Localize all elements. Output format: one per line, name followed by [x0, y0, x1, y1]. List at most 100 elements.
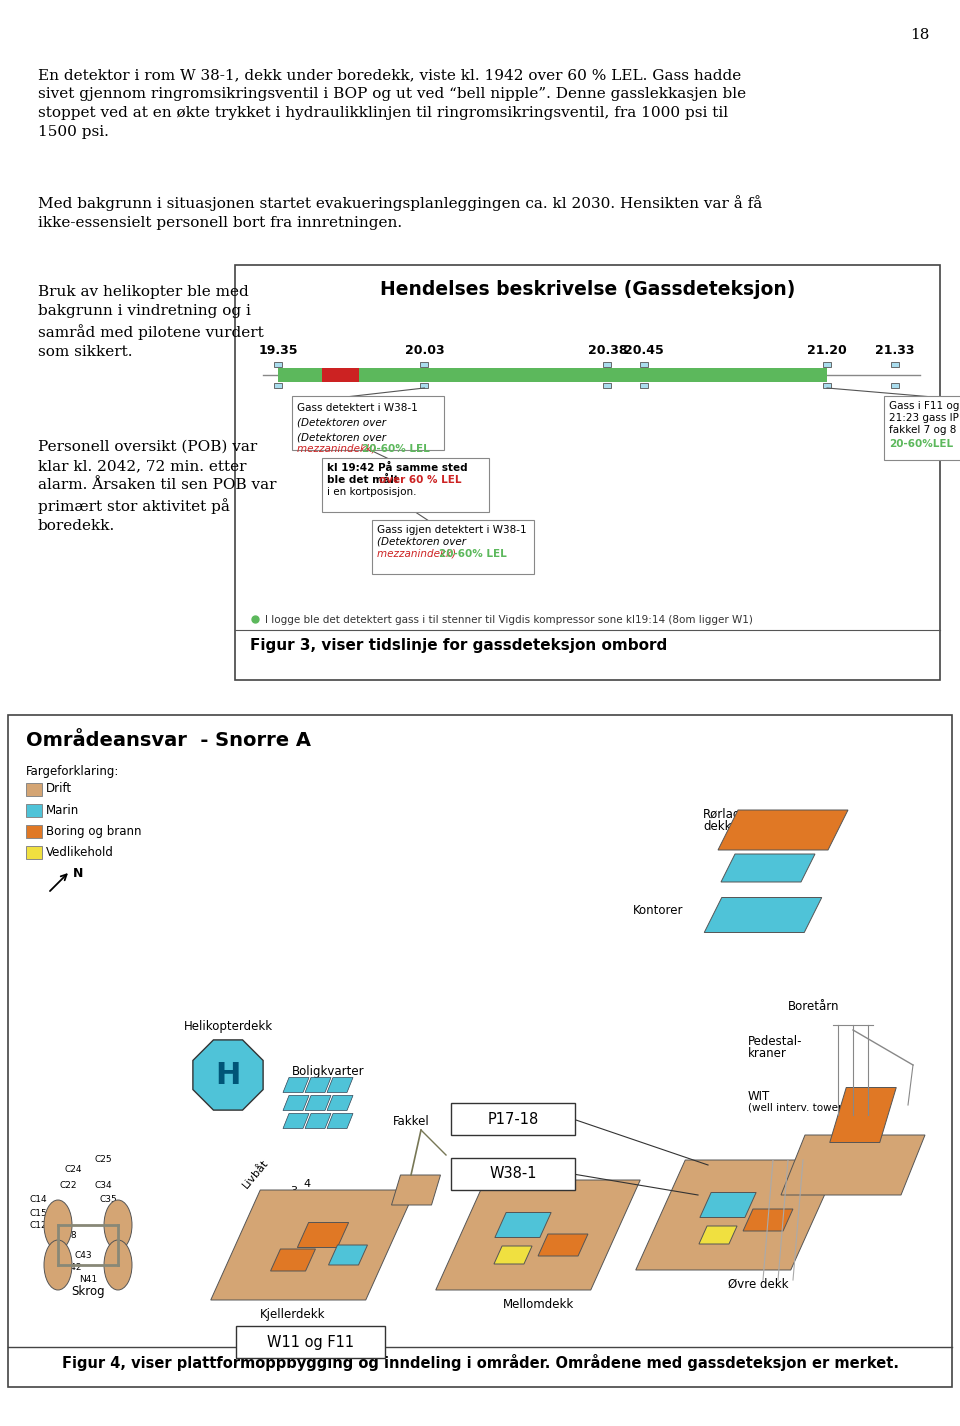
Text: 20-60% LEL: 20-60% LEL	[439, 549, 507, 559]
Ellipse shape	[44, 1201, 72, 1251]
Polygon shape	[298, 1222, 348, 1248]
Text: i en kortposisjon.: i en kortposisjon.	[327, 488, 417, 498]
Bar	[604, 384, 612, 388]
Text: WIT: WIT	[748, 1089, 770, 1102]
Text: Fakkel: Fakkel	[393, 1115, 429, 1128]
Text: Kjellerdekk: Kjellerdekk	[260, 1308, 325, 1320]
Text: over 60 % LEL: over 60 % LEL	[379, 475, 462, 485]
Text: P17-18: P17-18	[488, 1111, 539, 1127]
Text: 2: 2	[277, 1194, 284, 1204]
Ellipse shape	[104, 1201, 132, 1251]
Polygon shape	[436, 1179, 640, 1291]
Text: Gass detektert i W38-1: Gass detektert i W38-1	[297, 404, 418, 414]
Text: N41: N41	[79, 1275, 97, 1285]
Polygon shape	[705, 897, 822, 933]
Text: C12: C12	[29, 1222, 47, 1231]
Text: 4: 4	[303, 1179, 311, 1189]
Polygon shape	[283, 1078, 309, 1092]
Text: Områdeansvar  - Snorre A: Områdeansvar - Snorre A	[26, 732, 311, 750]
Text: 21.20: 21.20	[807, 344, 847, 356]
Text: Bruk av helikopter ble med
bakgrunn i vindretning og i
samråd med pilotene vurde: Bruk av helikopter ble med bakgrunn i vi…	[38, 285, 264, 358]
Text: 21.33: 21.33	[876, 344, 915, 356]
Text: 21:23 gass IP 8rett under: 21:23 gass IP 8rett under	[889, 414, 960, 424]
Polygon shape	[494, 1212, 551, 1238]
Text: Kontorer: Kontorer	[633, 904, 684, 917]
Polygon shape	[829, 1088, 897, 1142]
Bar	[26, 783, 42, 796]
FancyBboxPatch shape	[451, 1158, 575, 1191]
Text: (well interv. tower): (well interv. tower)	[748, 1102, 847, 1112]
Bar	[823, 384, 831, 388]
Text: Figur 3, viser tidslinje for gassdeteksjon ombord: Figur 3, viser tidslinje for gassdeteksj…	[250, 637, 667, 653]
Text: fakkel 7 og 8 el.: fakkel 7 og 8 el.	[889, 425, 960, 435]
Text: 3: 3	[291, 1186, 298, 1196]
Bar	[274, 384, 282, 388]
Text: Mellomdekk: Mellomdekk	[502, 1298, 574, 1310]
Polygon shape	[636, 1159, 840, 1271]
Bar	[891, 384, 899, 388]
Bar	[26, 826, 42, 838]
Text: Boligkvarter: Boligkvarter	[292, 1065, 364, 1078]
Text: Livbåt: Livbåt	[241, 1158, 271, 1191]
Text: H: H	[215, 1061, 241, 1089]
Text: C43: C43	[74, 1251, 92, 1259]
Bar	[8, 714, 952, 1387]
Polygon shape	[193, 1040, 263, 1109]
FancyBboxPatch shape	[884, 396, 960, 461]
Polygon shape	[328, 1245, 368, 1265]
Polygon shape	[327, 1114, 353, 1128]
Text: Skrog: Skrog	[71, 1285, 105, 1298]
Text: 20.45: 20.45	[624, 344, 664, 356]
Text: Øvre dekk: Øvre dekk	[728, 1278, 788, 1291]
Bar	[420, 362, 428, 366]
Ellipse shape	[104, 1241, 132, 1291]
Bar	[420, 384, 428, 388]
Bar	[640, 362, 648, 366]
Text: ble det målt: ble det målt	[327, 475, 402, 485]
FancyBboxPatch shape	[292, 396, 444, 451]
Text: C15: C15	[29, 1208, 47, 1218]
Polygon shape	[283, 1114, 309, 1128]
Text: I logge ble det detektert gass i til stenner til Vigdis kompressor sone kl19:14 : I logge ble det detektert gass i til ste…	[265, 615, 753, 625]
Bar	[322, 368, 358, 382]
Text: Boring og brann: Boring og brann	[46, 824, 141, 837]
Polygon shape	[211, 1191, 416, 1301]
Text: C42: C42	[64, 1262, 82, 1272]
FancyBboxPatch shape	[372, 520, 534, 575]
Polygon shape	[700, 1192, 756, 1218]
Polygon shape	[305, 1078, 331, 1092]
Text: Gass igjen detektert i W38-1: Gass igjen detektert i W38-1	[377, 525, 527, 535]
Text: Fargeforklaring:: Fargeforklaring:	[26, 764, 119, 779]
Text: kraner: kraner	[748, 1047, 787, 1060]
Polygon shape	[781, 1135, 925, 1195]
Polygon shape	[305, 1114, 331, 1128]
Polygon shape	[283, 1095, 309, 1111]
Text: 20.38: 20.38	[588, 344, 627, 356]
Text: Vedlikehold: Vedlikehold	[46, 846, 114, 858]
Bar	[235, 265, 940, 680]
Text: kl 19:42 På samme sted: kl 19:42 På samme sted	[327, 463, 468, 473]
Bar	[26, 804, 42, 817]
Bar	[278, 368, 827, 382]
Text: Pedestal-: Pedestal-	[748, 1035, 803, 1048]
Text: Personell oversikt (POB) var
klar kl. 2042, 72 min. etter
alarm. Årsaken til sen: Personell oversikt (POB) var klar kl. 20…	[38, 441, 276, 532]
FancyBboxPatch shape	[236, 1326, 385, 1358]
Text: C24: C24	[64, 1165, 82, 1175]
Text: C25: C25	[94, 1155, 111, 1165]
Polygon shape	[494, 1246, 532, 1263]
Text: Gass i F11 og P17: Gass i F11 og P17	[889, 401, 960, 411]
Polygon shape	[743, 1209, 793, 1231]
Polygon shape	[271, 1249, 316, 1271]
Polygon shape	[721, 854, 815, 883]
Text: 20.03: 20.03	[404, 344, 444, 356]
Polygon shape	[718, 810, 848, 850]
Text: 19.35: 19.35	[258, 344, 298, 356]
Text: Helikopterdekk: Helikopterdekk	[183, 1020, 273, 1032]
Bar	[274, 362, 282, 366]
Text: En detektor i rom W 38-1, dekk under boredekk, viste kl. 1942 over 60 % LEL. Gas: En detektor i rom W 38-1, dekk under bor…	[38, 68, 746, 138]
Bar	[823, 362, 831, 366]
Text: mezzanindekk): mezzanindekk)	[297, 443, 379, 453]
Text: Figur 4, viser plattformoppbygging og inndeling i områder. Områdene med gassdete: Figur 4, viser plattformoppbygging og in…	[61, 1355, 899, 1370]
Polygon shape	[327, 1095, 353, 1111]
Text: C35: C35	[99, 1195, 117, 1205]
